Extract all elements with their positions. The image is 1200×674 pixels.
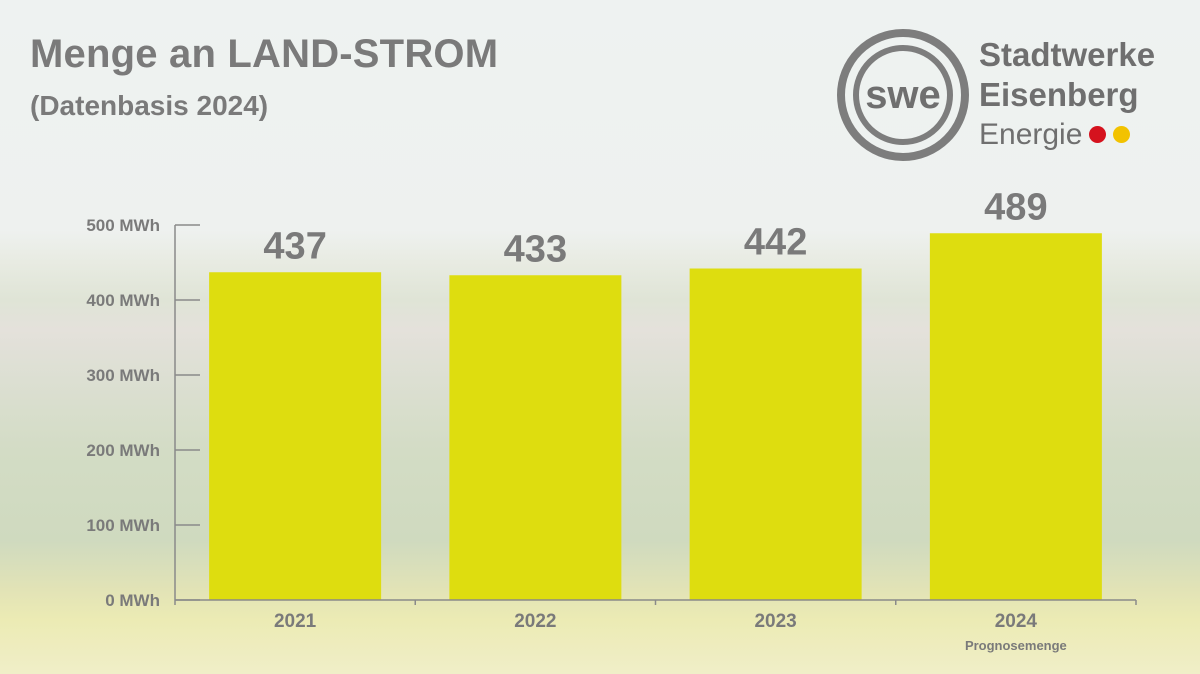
brand-tagline-text: Energie	[979, 118, 1083, 151]
y-tick-label-200: 200 MWh	[86, 441, 160, 460]
swe-logo-mark: swe	[837, 29, 969, 161]
y-tick-label-300: 300 MWh	[86, 366, 160, 385]
data-label-2024: 489	[984, 186, 1047, 228]
bar-2023	[689, 268, 862, 600]
data-label-2021: 437	[263, 225, 326, 267]
data-label-2023: 442	[744, 222, 807, 264]
page-subtitle: (Datenbasis 2024)	[30, 90, 269, 121]
red-dot-icon	[1089, 125, 1107, 143]
y-tick-label-100: 100 MWh	[86, 516, 160, 535]
y-tick-label-500: 500 MWh	[86, 216, 160, 235]
bar-2022	[449, 275, 622, 600]
logo-mark-text: swe	[865, 73, 941, 117]
company-logo: swe Stadtwerke Eisenberg Energie	[836, 28, 1182, 162]
bar-2024	[929, 233, 1102, 600]
x-tick-label-2022: 2022	[514, 611, 556, 632]
bar-2021	[209, 272, 382, 600]
brand-name-line1: Stadtwerke	[979, 36, 1156, 73]
x-tick-label-2023: 2023	[754, 611, 796, 632]
yellow-dot-icon	[1113, 125, 1131, 143]
page-title: Menge an LAND-STROM	[30, 32, 499, 76]
x-tick-label-2021: 2021	[274, 611, 317, 632]
brand-tagline: Energie	[979, 118, 1131, 152]
brand-name-line2: Eisenberg	[979, 76, 1139, 113]
y-tick-label-0: 0 MWh	[105, 591, 160, 610]
y-tick-label-400: 400 MWh	[86, 291, 160, 310]
data-label-2022: 433	[504, 228, 567, 270]
x-tick-note-2024: Prognosemenge	[965, 638, 1067, 653]
x-tick-label-2024: 2024	[995, 611, 1038, 632]
